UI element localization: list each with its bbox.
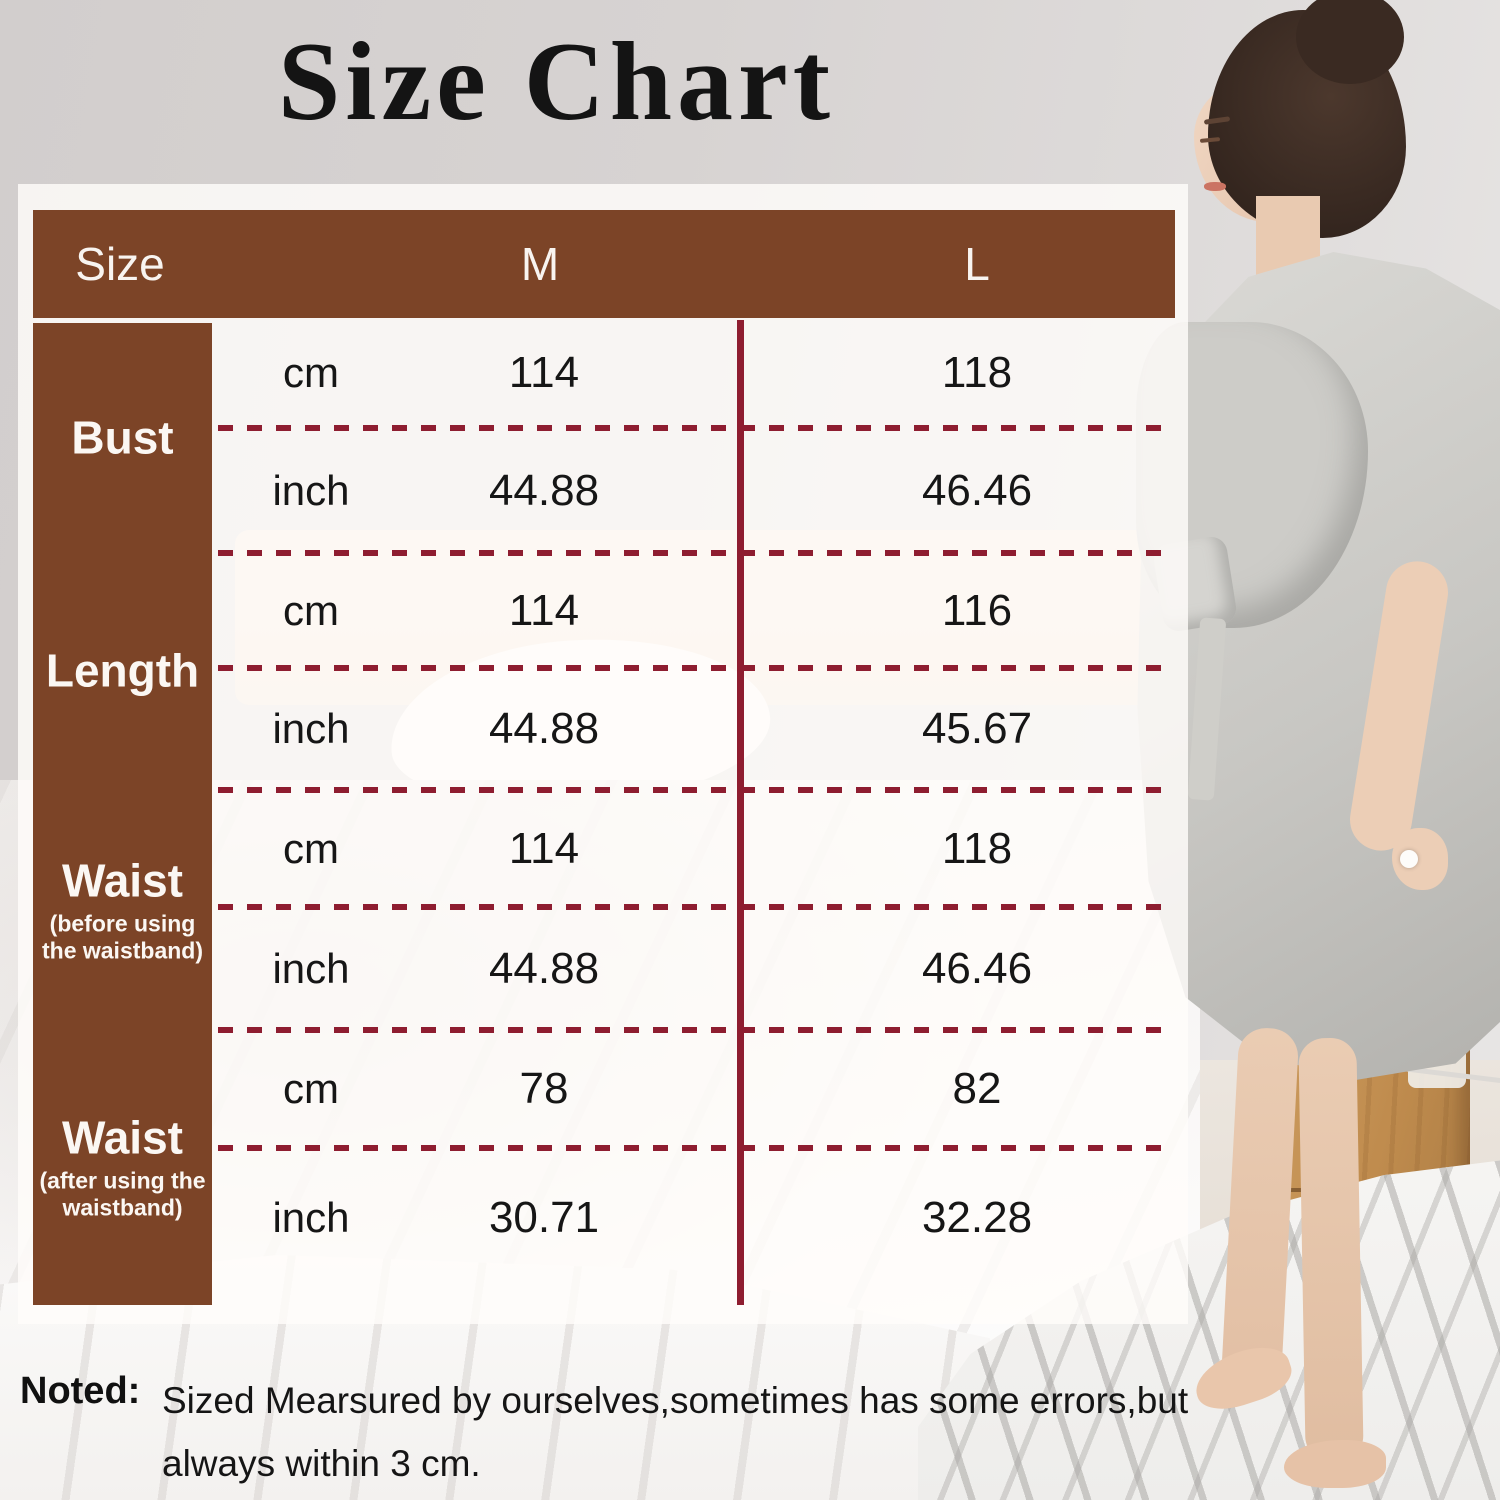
note-text: Sized Mearsured by ourselves,sometimes h… xyxy=(162,1380,1189,1484)
dashed-divider xyxy=(218,425,1175,431)
woman-foot xyxy=(1284,1440,1386,1488)
value-m: 44.88 xyxy=(488,465,600,515)
unit-cell: inch xyxy=(272,1194,350,1241)
value-l: 32.28 xyxy=(921,1193,1033,1242)
header-col-m: M xyxy=(520,238,560,290)
value-m: 44.88 xyxy=(488,704,600,753)
value-l: 116 xyxy=(941,585,1013,635)
value-m: 114 xyxy=(508,823,580,873)
unit-cell: inch xyxy=(272,466,350,514)
value-l: 118 xyxy=(941,823,1013,873)
dashed-divider xyxy=(218,1027,1175,1033)
note-label: Noted: xyxy=(20,1370,141,1412)
value-m: 78 xyxy=(519,1064,569,1113)
row-label-column xyxy=(33,323,212,1305)
table-row: cm 78 82 xyxy=(18,1030,1175,1148)
dashed-divider xyxy=(218,904,1175,910)
header-size-label: Size xyxy=(75,238,165,290)
value-m: 114 xyxy=(508,585,580,635)
table-header-row: Size M L xyxy=(33,210,1175,318)
note-section: Noted: Sized Mearsured by ourselves,some… xyxy=(0,1360,1500,1500)
unit-cell: inch xyxy=(272,705,350,752)
unit-cell: inch xyxy=(272,944,350,992)
row-label-waist-after: Waist (after using the waistband) xyxy=(39,1111,206,1221)
unit-cell: cm xyxy=(283,1065,339,1112)
value-l: 46.46 xyxy=(921,465,1033,515)
woman-leg xyxy=(1220,1026,1300,1392)
table-row: cm 114 118 xyxy=(18,790,1175,907)
value-l: 82 xyxy=(952,1064,1002,1113)
woman-hair-bun xyxy=(1296,0,1404,84)
row-label-length: Length xyxy=(45,644,200,697)
unit-cell: cm xyxy=(283,349,339,396)
dashed-divider xyxy=(218,665,1175,671)
table-row: inch 44.88 46.46 xyxy=(18,907,1175,1030)
dashed-divider xyxy=(218,1145,1175,1151)
table-row: inch 30.71 32.28 xyxy=(18,1148,1175,1288)
table-row: inch 44.88 45.67 xyxy=(18,668,1175,790)
size-table: Size M L Bust Length Waist (before using… xyxy=(18,184,1188,1324)
value-l: 46.46 xyxy=(921,943,1033,993)
dashed-divider xyxy=(218,787,1175,793)
value-l: 118 xyxy=(941,348,1013,397)
row-label-bust: Bust xyxy=(71,411,174,464)
value-m: 114 xyxy=(508,348,580,397)
unit-cell: cm xyxy=(283,824,339,872)
dashed-divider xyxy=(218,550,1175,556)
table-row: inch 44.88 46.46 xyxy=(18,428,1175,553)
row-label-waist-before: Waist (before using the waistband) xyxy=(41,854,203,964)
value-m: 44.88 xyxy=(488,943,600,993)
value-l: 45.67 xyxy=(921,704,1033,753)
table-row: cm 114 118 xyxy=(18,318,1175,428)
unit-cell: cm xyxy=(283,586,339,634)
woman-lips xyxy=(1204,182,1226,191)
column-divider-line xyxy=(737,320,744,1305)
woman-figure xyxy=(1100,0,1500,1500)
page-title: Size Chart xyxy=(278,20,836,144)
table-row: cm 114 116 xyxy=(18,553,1175,668)
pearl-bracelet xyxy=(1400,850,1418,868)
value-m: 30.71 xyxy=(488,1193,600,1242)
header-col-l: L xyxy=(964,238,990,290)
